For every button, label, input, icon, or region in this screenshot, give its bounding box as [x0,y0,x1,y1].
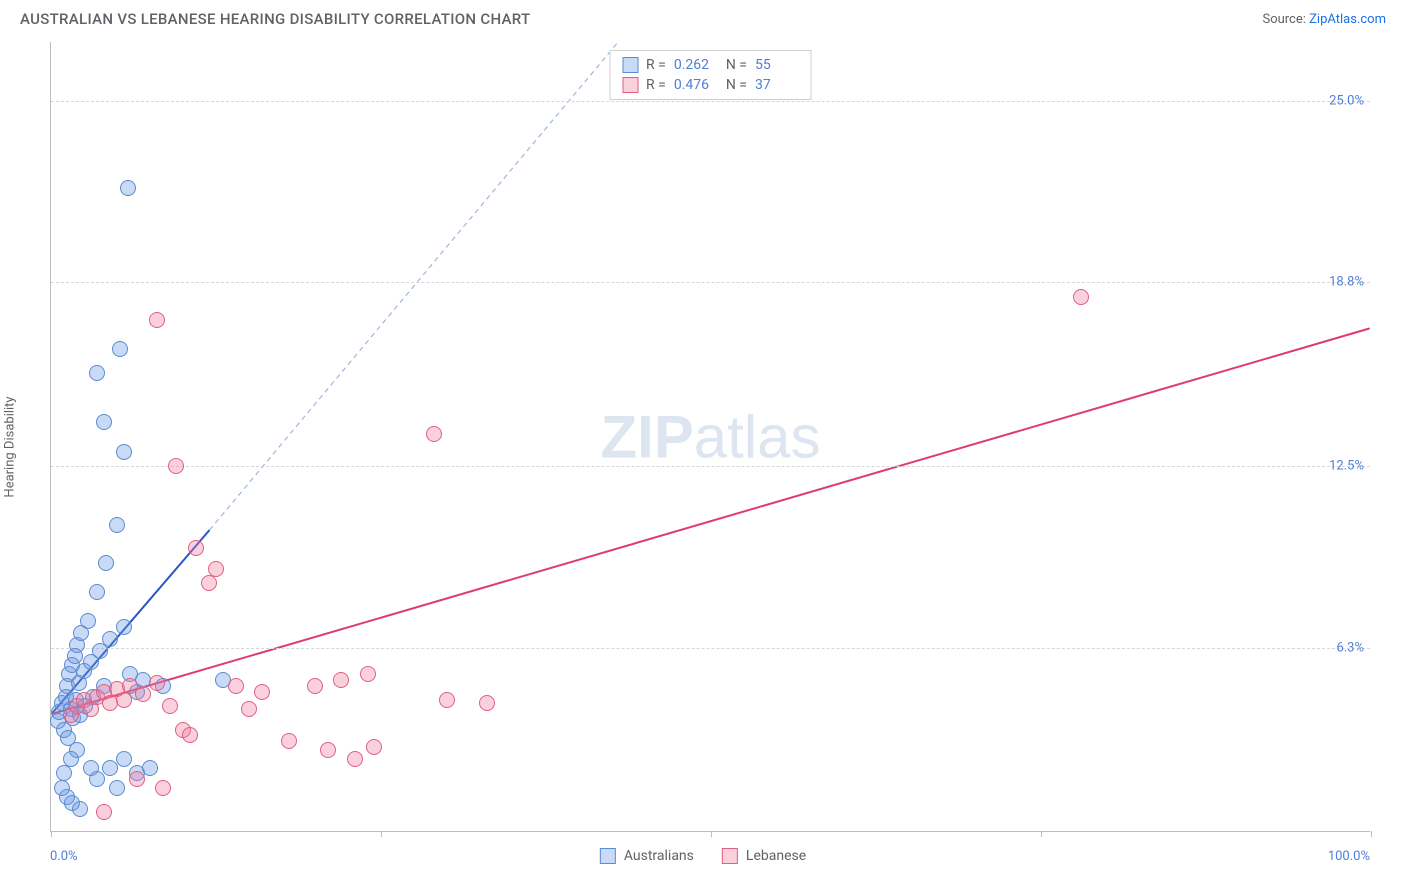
data-point [254,684,270,700]
data-point [63,751,79,767]
data-point [116,692,132,708]
legend-row: R = 0.262 N = 55 [622,55,799,75]
data-point [1073,289,1089,305]
data-point [307,678,323,694]
y-tick-label: 25.0% [1329,93,1364,108]
r-value: 0.262 [674,57,718,73]
data-point [135,686,151,702]
x-tick-mark [381,831,382,837]
data-point [188,540,204,556]
y-axis-label: Hearing Disability [3,396,18,497]
data-point [228,678,244,694]
data-point [149,675,165,691]
legend-row: R = 0.476 N = 37 [622,75,799,95]
correlation-legend: R = 0.262 N = 55 R = 0.476 N = 37 [609,50,812,100]
data-point [109,780,125,796]
data-point [89,365,105,381]
gridline [51,101,1370,102]
n-value: 55 [755,57,799,73]
legend-item: Lebanese [722,848,806,864]
data-point [479,695,495,711]
x-axis-min-label: 0.0% [50,849,78,864]
data-point [439,692,455,708]
data-point [281,733,297,749]
data-point [208,561,224,577]
x-tick-mark [1041,831,1042,837]
x-tick-mark [51,831,52,837]
n-value: 37 [755,77,799,93]
data-point [109,517,125,533]
watermark: ZIPatlas [600,402,820,471]
legend-swatch [600,848,616,864]
legend-label: Australians [624,848,694,864]
data-point [366,739,382,755]
legend-swatch [622,77,638,93]
x-tick-mark [711,831,712,837]
data-point [89,584,105,600]
r-label: R = [646,57,666,73]
gridline [51,282,1370,283]
data-point [116,619,132,635]
data-point [102,631,118,647]
data-point [347,751,363,767]
data-point [168,458,184,474]
data-point [129,771,145,787]
data-point [98,555,114,571]
data-point [320,742,336,758]
x-tick-mark [1371,831,1372,837]
plot-area: ZIPatlas R = 0.262 N = 55 R = 0.476 N = 37 6.3%… [50,42,1370,832]
legend-swatch [722,848,738,864]
data-point [155,780,171,796]
y-tick-label: 18.8% [1329,274,1364,289]
data-point [72,801,88,817]
r-label: R = [646,77,666,93]
data-point [116,751,132,767]
data-point [80,613,96,629]
chart-container: Hearing Disability ZIPatlas R =0.262N =5… [20,32,1386,862]
data-point [112,341,128,357]
source-attribution: Source: ZipAtlas.com [1262,12,1386,27]
data-point [96,804,112,820]
data-point [89,771,105,787]
n-label: N = [726,57,747,73]
legend-swatch [622,57,638,73]
data-point [162,698,178,714]
n-label: N = [726,77,747,93]
data-point [56,765,72,781]
legend-item: Australians [600,848,694,864]
data-point [426,426,442,442]
data-point [241,701,257,717]
data-point [116,444,132,460]
data-point [182,727,198,743]
x-axis-max-label: 100.0% [1328,849,1370,864]
gridline [51,648,1370,649]
chart-title: AUSTRALIAN VS LEBANESE HEARING DISABILIT… [20,10,530,28]
y-tick-label: 6.3% [1336,640,1364,655]
series-legend: Australians Lebanese [600,848,806,864]
data-point [360,666,376,682]
legend-label: Lebanese [746,848,806,864]
data-point [333,672,349,688]
data-point [201,575,217,591]
data-point [120,180,136,196]
data-point [96,414,112,430]
r-value: 0.476 [674,77,718,93]
source-link[interactable]: ZipAtlas.com [1309,12,1386,27]
gridline [51,466,1370,467]
data-point [149,312,165,328]
data-point [142,760,158,776]
y-tick-label: 12.5% [1329,459,1364,474]
